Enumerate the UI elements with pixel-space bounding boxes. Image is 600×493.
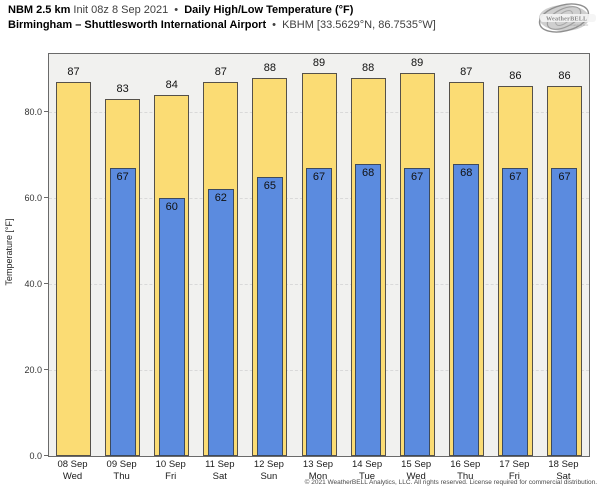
low-temp-value: 67 <box>558 170 571 183</box>
high-temp-value: 84 <box>165 78 178 91</box>
x-tick-weekday: Tue <box>359 470 376 482</box>
low-temp-bar <box>551 167 578 456</box>
copyright-notice: © 2021 WeatherBELL Analytics, LLC. All r… <box>304 479 597 486</box>
high-temp-value: 89 <box>312 57 326 70</box>
low-temp-value: 68 <box>361 166 375 179</box>
logo-brand-text: WeatherBELL <box>546 16 587 23</box>
plot-area: 87 83 67 84 60 87 62 88 65 89 67 88 68 89 67 87 68 86 67 86… <box>48 53 590 457</box>
x-tick-label: 16 Sep Thu <box>441 459 490 482</box>
high-temp-value: 88 <box>263 61 277 74</box>
x-tick-label: 09 Sep Thu <box>97 459 146 482</box>
low-temp-value: 67 <box>312 170 326 183</box>
low-temp-bar <box>158 198 185 456</box>
x-tick-label: 11 Sep Sat <box>195 459 244 482</box>
product-name: Daily High/Low Temperature (°F) <box>184 4 354 16</box>
high-temp-value: 87 <box>67 65 80 78</box>
x-tick-date: 17 Sep <box>499 459 530 470</box>
y-tick-label: 60.0 <box>24 193 42 204</box>
x-tick-date: 15 Sep <box>401 459 432 470</box>
x-tick-weekday: Thu <box>457 470 474 482</box>
high-temp-value: 88 <box>361 61 375 74</box>
x-tick-label: 18 Sep Sat <box>539 459 588 482</box>
x-tick-weekday: Sun <box>260 470 278 482</box>
low-temp-bar <box>109 167 136 456</box>
station-name: Birmingham – Shuttlesworth International… <box>8 19 267 31</box>
y-tick-mark <box>44 369 48 370</box>
high-temp-value: 87 <box>460 65 473 78</box>
high-temp-value: 86 <box>558 70 571 83</box>
x-tick-date: 10 Sep <box>155 459 186 470</box>
low-temp-bar <box>502 167 529 456</box>
x-tick-label: 12 Sep Sun <box>244 459 293 482</box>
x-tick-label: 10 Sep Fri <box>146 459 195 482</box>
y-tick-mark <box>44 197 48 199</box>
x-tick-date: 12 Sep <box>253 459 284 470</box>
logo-sub-text: Analytics LLC <box>570 23 589 27</box>
x-tick-label: 13 Sep Mon <box>293 459 342 482</box>
x-tick-weekday: Fri <box>165 470 177 482</box>
low-temp-value: 62 <box>214 192 227 205</box>
hurricane-swirl-icon <box>538 3 596 33</box>
high-temp-value: 89 <box>411 57 424 70</box>
x-tick-date: 13 Sep <box>302 459 334 470</box>
low-temp-value: 65 <box>263 179 277 192</box>
x-tick-weekday: Mon <box>308 470 328 482</box>
low-temp-bar <box>404 167 431 456</box>
y-tick-mark <box>44 111 48 113</box>
separator-dot: • <box>174 4 179 16</box>
x-tick-weekday: Fri <box>508 470 520 482</box>
low-temp-bar <box>355 163 382 456</box>
high-temp-bar <box>56 81 92 456</box>
low-temp-bar <box>453 163 480 456</box>
low-temp-bar <box>207 189 234 456</box>
chart-title-line1: NBM 2.5 km Init 08z 8 Sep 2021 • Daily H… <box>8 4 353 16</box>
y-tick-label: 0.0 <box>29 451 42 461</box>
y-tick-label: 20.0 <box>24 365 42 375</box>
low-temp-value: 68 <box>460 166 473 179</box>
y-tick-mark <box>44 283 48 285</box>
init-time: Init 08z 8 Sep 2021 <box>73 4 169 16</box>
chart-title-line2: Birmingham – Shuttlesworth International… <box>8 19 436 31</box>
low-temp-value: 67 <box>509 170 522 183</box>
x-tick-date: 16 Sep <box>450 459 481 470</box>
high-temp-value: 87 <box>214 65 227 78</box>
x-tick-date: 08 Sep <box>57 459 88 470</box>
x-tick-label: 08 Sep Wed <box>48 459 97 482</box>
x-tick-label: 17 Sep Fri <box>490 459 539 482</box>
low-temp-value: 60 <box>165 201 178 214</box>
x-tick-weekday: Sat <box>556 470 571 482</box>
x-tick-date: 09 Sep <box>106 459 137 470</box>
low-temp-bar <box>256 176 283 456</box>
x-tick-weekday: Wed <box>62 470 83 482</box>
low-temp-value: 67 <box>411 170 424 183</box>
high-temp-value: 86 <box>509 70 522 83</box>
y-axis-title: Temperature [°F] <box>4 218 14 286</box>
y-tick-label: 80.0 <box>24 107 42 118</box>
x-tick-weekday: Thu <box>113 470 130 482</box>
low-temp-value: 67 <box>116 170 129 183</box>
x-tick-date: 14 Sep <box>352 459 383 470</box>
low-temp-bar <box>306 167 332 456</box>
y-tick-label: 40.0 <box>24 279 42 290</box>
x-tick-weekday: Wed <box>406 470 426 482</box>
x-tick-label: 15 Sep Wed <box>392 459 441 482</box>
model-name: NBM 2.5 km <box>8 4 71 16</box>
station-coordinates: KBHM [33.5629°N, 86.7535°W] <box>282 19 436 31</box>
x-tick-label: 14 Sep Tue <box>343 459 392 482</box>
weatherbell-logo-icon: WeatherBELL Analytics LLC <box>538 3 596 33</box>
high-temp-value: 83 <box>116 83 129 96</box>
separator-dot: • <box>272 19 277 31</box>
x-tick-date: 18 Sep <box>548 459 579 470</box>
x-tick-date: 11 Sep <box>205 459 235 470</box>
y-tick-mark <box>44 455 48 456</box>
x-tick-weekday: Sat <box>212 470 227 482</box>
